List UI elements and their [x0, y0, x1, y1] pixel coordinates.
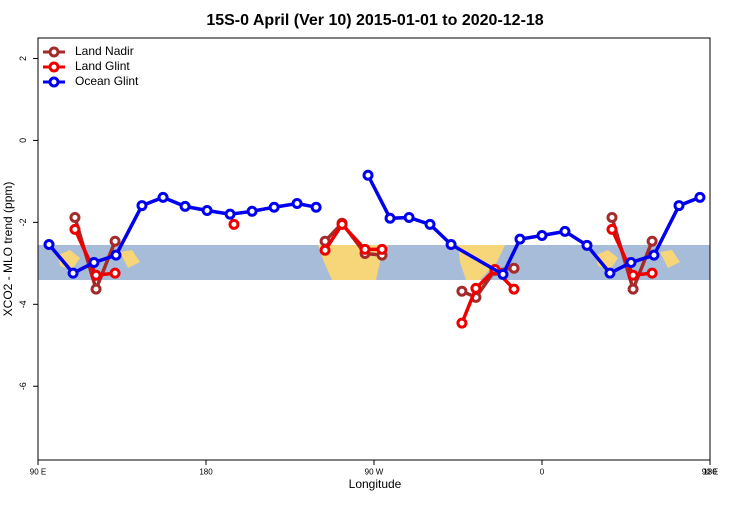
x-axis-label: Longitude: [349, 477, 402, 491]
data-point: [694, 191, 706, 203]
data-point: [88, 257, 100, 269]
x-tick-label: 90 E: [30, 468, 46, 477]
data-point: [497, 268, 509, 280]
data-point: [424, 218, 436, 230]
data-point: [109, 267, 121, 279]
data-point: [110, 249, 122, 261]
data-point: [508, 283, 520, 295]
legend-label: Land Glint: [75, 59, 130, 73]
legend-marker: [48, 61, 60, 73]
data-point: [201, 204, 213, 216]
data-point: [445, 238, 457, 250]
data-point: [514, 233, 526, 245]
data-point: [157, 191, 169, 203]
data-point: [43, 238, 55, 250]
legend-label: Ocean Glint: [75, 74, 139, 88]
x-tick-label: 0: [540, 468, 545, 477]
y-tick-label: -2: [18, 218, 28, 226]
data-point: [319, 244, 331, 256]
data-point: [310, 201, 322, 213]
data-point: [67, 267, 79, 279]
data-point: [508, 262, 520, 274]
y-tick-label: -4: [18, 300, 28, 308]
data-point: [268, 201, 280, 213]
y-tick-label: 0: [18, 138, 28, 143]
data-point: [606, 211, 618, 223]
x-tick-label: 180: [703, 468, 717, 477]
data-point: [470, 282, 482, 294]
y-tick-label: -6: [18, 382, 28, 390]
data-point: [456, 285, 468, 297]
data-point: [362, 169, 374, 181]
data-point: [384, 212, 396, 224]
data-point: [627, 283, 639, 295]
x-tick-label: 90 W: [365, 468, 384, 477]
data-point: [69, 223, 81, 235]
data-point: [536, 229, 548, 241]
x-tick-label: 180: [199, 468, 213, 477]
series-line: [323, 221, 383, 252]
y-tick-label: 2: [18, 56, 28, 61]
data-point: [109, 235, 121, 247]
data-point: [604, 267, 616, 279]
x-tick-label: 90 E: [702, 468, 718, 477]
data-point: [646, 235, 658, 247]
data-point: [673, 200, 685, 212]
data-point: [456, 317, 468, 329]
data-point: [606, 223, 618, 235]
data-point: [627, 269, 639, 281]
legend-label: Land Nadir: [75, 44, 134, 58]
data-point: [136, 200, 148, 212]
data-point: [646, 267, 658, 279]
legend-marker: [48, 46, 60, 58]
data-point: [581, 239, 593, 251]
data-point: [291, 198, 303, 210]
data-point: [179, 200, 191, 212]
legend-marker: [48, 76, 60, 88]
data-point: [336, 218, 348, 230]
data-point: [246, 205, 258, 217]
data-point: [69, 211, 81, 223]
data-point: [90, 269, 102, 281]
data-point: [625, 257, 637, 269]
data-point: [359, 243, 371, 255]
data-point: [376, 243, 388, 255]
chart-title: 15S-0 April (Ver 10) 2015-01-01 to 2020-…: [206, 12, 543, 29]
data-point: [403, 211, 415, 223]
data-point: [559, 225, 571, 237]
data-point: [648, 249, 660, 261]
y-axis-label: XCO2 - MLO trend (ppm): [1, 182, 15, 317]
data-point: [228, 218, 240, 230]
data-point: [90, 283, 102, 295]
data-point: [224, 208, 236, 220]
